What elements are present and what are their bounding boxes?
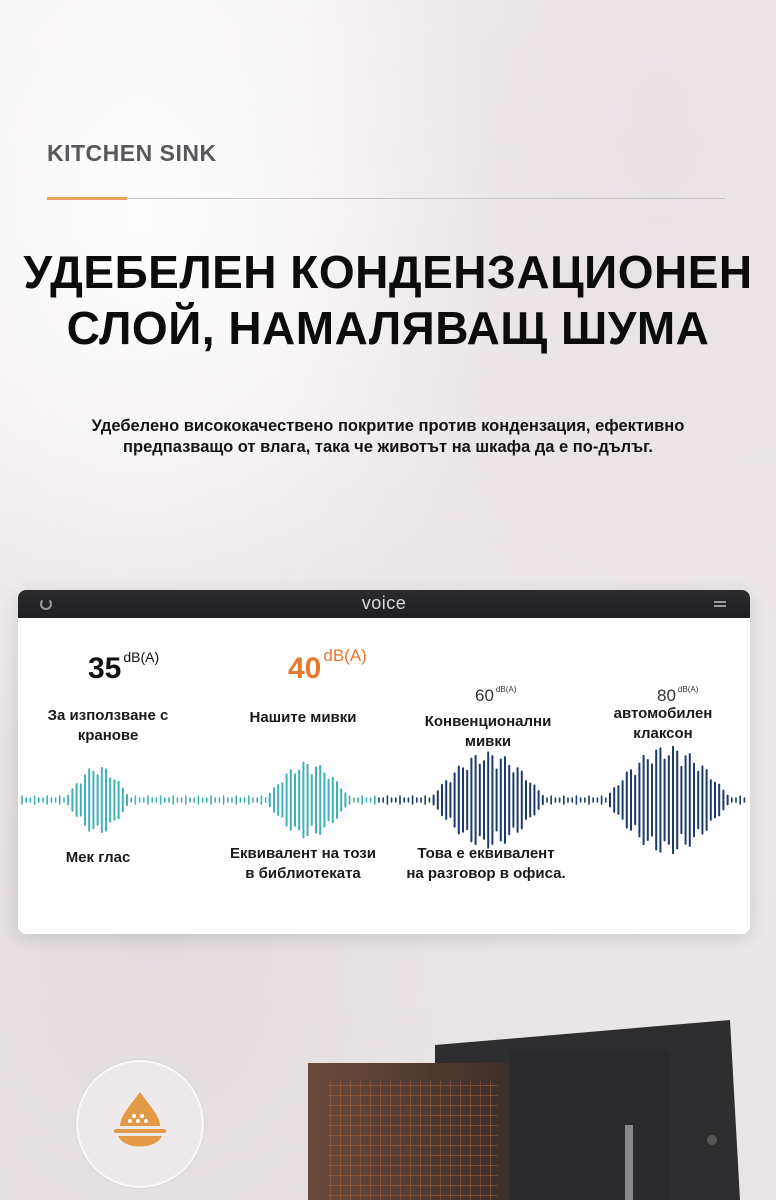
water-drop-icon [114,1092,166,1147]
sink-cabinet-image [308,1020,740,1200]
window-titlebar: voice [18,590,750,618]
level-value: 80 [657,686,676,705]
divider-accent [47,197,127,200]
level-60: 60 dB(A) [475,685,517,706]
window-title: voice [361,593,407,613]
voice-window: voice 35 dB(A) 40 dB(A) 60 dB(A) 80 dB(A) За… [18,590,750,934]
bottom-label-soft-voice: Мек глас [65,849,131,866]
level-unit: dB(A) [495,685,517,694]
brand-label: KITCHEN SINK [47,140,217,166]
level-value: 60 [475,686,494,705]
level-unit: dB(A) [677,685,699,694]
menu-icon[interactable] [714,601,726,607]
level-label-cranes: За използване с кранове [47,707,169,744]
level-unit: dB(A) [323,646,367,665]
headline: УДЕБЕЛЕН КОНДЕНЗАЦИОНЕН СЛОЙ, НАМАЛЯВАЩ … [0,244,776,356]
level-35: 35 dB(A) [88,649,160,686]
bottom-label-office: Това е еквивалент на разговор в офиса. [406,845,566,882]
level-value: 35 [88,652,122,685]
level-40: 40 dB(A) [288,646,367,686]
subtitle-line-2: предпазващо от влага, така че животът на… [123,438,653,456]
bottom-label-library: Еквивалент на този в библиотеката [230,845,376,882]
subtitle: Удебелено висококачествено покритие прот… [20,416,756,458]
level-label-horn: автомобилен клаксон [613,705,713,742]
level-label-conventional: Конвенционални мивки [424,713,552,750]
headline-line-1: УДЕБЕЛЕН КОНДЕНЗАЦИОНЕН [23,246,753,298]
feature-badge [76,1060,204,1188]
refresh-icon[interactable] [40,598,52,610]
level-80: 80 dB(A) [657,685,699,706]
level-unit: dB(A) [123,649,160,665]
level-label-our-sinks: Нашите мивки [249,709,357,726]
sound-waveform [21,745,746,855]
subtitle-line-1: Удебелено висококачествено покритие прот… [91,417,685,435]
divider [47,198,725,199]
level-value: 40 [288,652,322,685]
headline-line-2: СЛОЙ, НАМАЛЯВАЩ ШУМА [66,302,710,354]
